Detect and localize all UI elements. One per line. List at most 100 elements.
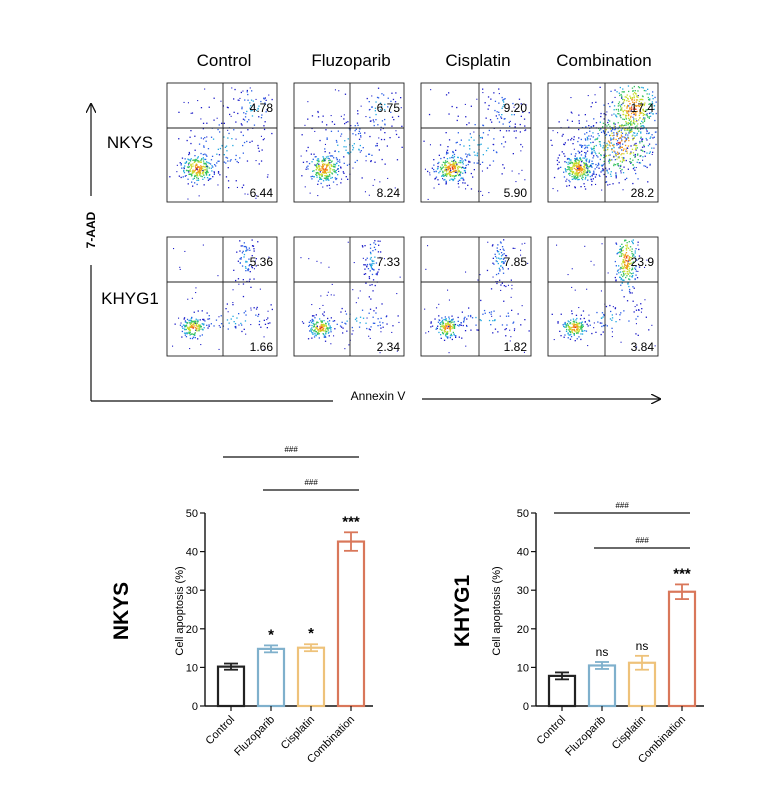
flow-event-dot (330, 331, 332, 333)
flow-event-dot (528, 112, 530, 114)
flow-event-dot (579, 170, 581, 172)
flow-event-dot (480, 143, 482, 145)
flow-event-dot (578, 178, 580, 181)
flow-event-dot (210, 323, 212, 325)
flow-event-dot (461, 177, 463, 179)
flow-event-dot (323, 335, 326, 337)
flow-event-dot (627, 105, 629, 108)
flow-event-dot (624, 262, 626, 264)
flow-event-dot (198, 168, 201, 170)
flow-event-dot (604, 134, 607, 137)
flow-event-dot (328, 331, 330, 333)
flow-event-dot (304, 186, 306, 188)
flow-event-dot (598, 127, 600, 130)
flow-event-dot (374, 284, 376, 287)
flow-event-dot (191, 316, 193, 319)
flow-event-dot (492, 257, 494, 259)
flow-event-dot (378, 137, 380, 139)
flow-event-dot (204, 320, 206, 322)
flow-event-dot (336, 177, 338, 180)
flow-event-dot (453, 166, 455, 168)
flow-event-dot (637, 90, 639, 92)
flow-event-dot (596, 138, 598, 140)
flow-event-dot (265, 111, 267, 113)
flow-event-dot (630, 145, 632, 147)
flow-event-dot (263, 128, 266, 131)
flow-event-dot (317, 160, 319, 162)
flow-event-dot (449, 173, 452, 176)
flow-event-dot (210, 159, 213, 161)
flow-event-dot (582, 172, 585, 174)
flow-event-dot (653, 136, 655, 138)
flow-event-dot (499, 315, 501, 317)
flow-event-dot (186, 318, 189, 321)
flow-event-dot (509, 329, 511, 331)
flow-event-dot (343, 114, 345, 116)
flow-event-dot (449, 179, 451, 181)
flow-event-dot (577, 332, 579, 334)
flow-event-dot (232, 289, 234, 291)
flow-event-dot (400, 107, 402, 109)
flow-event-dot (609, 142, 611, 144)
flow-event-dot (624, 109, 626, 111)
flow-event-dot (642, 108, 644, 110)
flow-event-dot (313, 325, 315, 328)
flow-event-dot (494, 319, 496, 321)
flow-event-dot (587, 95, 589, 97)
flow-event-dot (228, 132, 230, 135)
flow-event-dot (626, 246, 628, 248)
flow-event-dot (602, 170, 604, 172)
flow-event-dot (470, 188, 473, 190)
flow-event-dot (524, 319, 526, 321)
flow-event-dot (368, 276, 370, 278)
flow-event-dot (318, 164, 320, 167)
flow-event-dot (645, 316, 647, 318)
flow-event-dot (574, 323, 576, 326)
flow-event-dot (199, 174, 201, 176)
flow-event-dot (330, 115, 332, 117)
flow-event-dot (591, 175, 593, 177)
flow-event-dot (632, 239, 634, 241)
flow-event-dot (326, 137, 328, 139)
flow-event-dot (575, 331, 577, 333)
flow-event-dot (342, 332, 344, 334)
flow-event-dot (590, 142, 592, 144)
flow-event-dot (512, 102, 514, 105)
flow-event-dot (322, 333, 324, 335)
flow-event-dot (573, 178, 575, 180)
flow-event-dot (318, 172, 320, 174)
flow-event-dot (648, 116, 650, 118)
flow-event-dot (634, 278, 636, 281)
flow-event-dot (570, 161, 572, 163)
y-tick-label: 20 (517, 624, 529, 636)
flow-event-dot (579, 164, 581, 167)
flow-event-dot (360, 150, 362, 152)
flow-event-dot (452, 163, 454, 166)
flow-event-dot (258, 313, 260, 316)
flow-event-dot (611, 132, 613, 134)
flow-event-dot (354, 318, 357, 321)
flow-event-dot (449, 321, 451, 323)
flow-event-dot (321, 326, 323, 328)
flow-event-dot (323, 336, 325, 338)
flow-event-dot (242, 184, 245, 186)
flow-event-dot (252, 104, 254, 106)
flow-event-dot (567, 333, 569, 335)
flow-event-dot (457, 324, 459, 326)
flow-event-dot (489, 164, 491, 166)
flow-event-dot (553, 176, 556, 179)
flow-event-dot (591, 180, 593, 182)
flow-event-dot (369, 265, 372, 267)
flow-event-dot (633, 119, 635, 122)
flow-event-dot (498, 111, 500, 113)
flow-event-dot (309, 320, 312, 322)
flow-event-dot (601, 312, 604, 314)
flow-event-dot (236, 160, 238, 163)
flow-event-dot (243, 312, 245, 314)
flow-event-dot (580, 138, 582, 141)
flow-event-dot (362, 317, 365, 319)
flow-event-dot (622, 110, 624, 112)
flow-event-dot (639, 128, 641, 130)
flow-event-dot (457, 316, 459, 319)
flow-event-dot (620, 109, 623, 111)
